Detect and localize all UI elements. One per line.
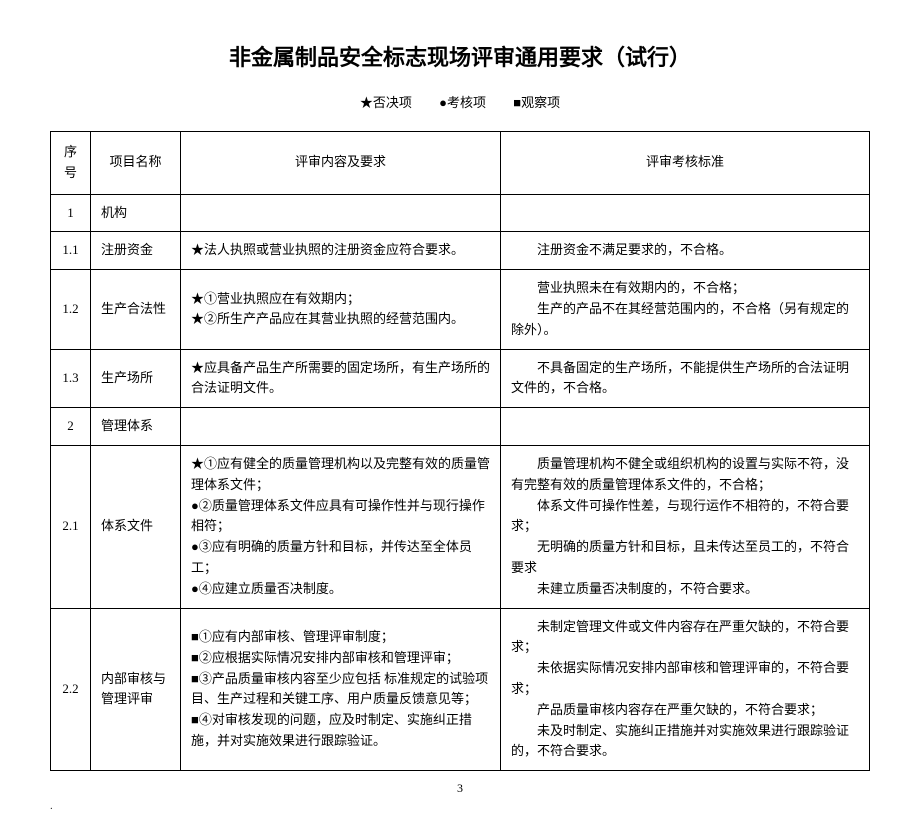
- criteria-line: 产品质量审核内容存在严重欠缺的，不符合要求；: [511, 700, 859, 721]
- review-table: 序号 项目名称 评审内容及要求 评审考核标准 1 机构 1.1 注册资金 ★法人…: [50, 131, 870, 771]
- cell-seq: 1.2: [51, 270, 91, 349]
- content-line: ■①应有内部审核、管理评审制度；: [191, 627, 490, 648]
- criteria-line: 生产的产品不在其经营范围内的，不合格（另有规定的除外）。: [511, 299, 859, 341]
- cell-criteria: 未制定管理文件或文件内容存在严重欠缺的，不符合要求； 未依据实际情况安排内部审核…: [501, 608, 870, 771]
- criteria-line: 体系文件可操作性差，与现行运作不相符的，不符合要求；: [511, 496, 859, 538]
- criteria-line: 未建立质量否决制度的，不符合要求。: [511, 579, 859, 600]
- table-row: 1 机构: [51, 194, 870, 232]
- legend-observe: ■观察项: [513, 95, 560, 110]
- cell-name: 内部审核与管理评审: [91, 608, 181, 771]
- content-line: ■③产品质量审核内容至少应包括 标准规定的试验项目、生产过程和关键工序、用户质量…: [191, 669, 490, 711]
- cell-content: ★①应有健全的质量管理机构以及完整有效的质量管理体系文件； ●②质量管理体系文件…: [181, 445, 501, 608]
- cell-name: 注册资金: [91, 232, 181, 270]
- criteria-line: 营业执照未在有效期内的，不合格；: [511, 278, 859, 299]
- cell-name: 生产场所: [91, 349, 181, 408]
- content-line: ●②质量管理体系文件应具有可操作性并与现行操作相符；: [191, 496, 490, 538]
- content-line: ★①营业执照应在有效期内；: [191, 289, 490, 310]
- table-row: 1.2 生产合法性 ★①营业执照应在有效期内； ★②所生产产品应在其营业执照的经…: [51, 270, 870, 349]
- table-row: 1.1 注册资金 ★法人执照或营业执照的注册资金应符合要求。 注册资金不满足要求…: [51, 232, 870, 270]
- table-row: 2.2 内部审核与管理评审 ■①应有内部审核、管理评审制度； ■②应根据实际情况…: [51, 608, 870, 771]
- cell-content: ★①营业执照应在有效期内； ★②所生产产品应在其营业执照的经营范围内。: [181, 270, 501, 349]
- header-content: 评审内容及要求: [181, 132, 501, 195]
- criteria-line: 未依据实际情况安排内部审核和管理评审的，不符合要求；: [511, 658, 859, 700]
- cell-seq: 2: [51, 408, 91, 446]
- content-line: ★②所生产产品应在其营业执照的经营范围内。: [191, 309, 490, 330]
- document-title: 非金属制品安全标志现场评审通用要求（试行）: [50, 40, 870, 72]
- table-row: 1.3 生产场所 ★应具备产品生产所需要的固定场所，有生产场所的合法证明文件。 …: [51, 349, 870, 408]
- header-seq: 序号: [51, 132, 91, 195]
- cell-criteria: 不具备固定的生产场所，不能提供生产场所的合法证明文件的，不合格。: [501, 349, 870, 408]
- content-line: ●④应建立质量否决制度。: [191, 579, 490, 600]
- table-row: 2.1 体系文件 ★①应有健全的质量管理机构以及完整有效的质量管理体系文件； ●…: [51, 445, 870, 608]
- cell-content: ■①应有内部审核、管理评审制度； ■②应根据实际情况安排内部审核和管理评审； ■…: [181, 608, 501, 771]
- table-row: 2 管理体系: [51, 408, 870, 446]
- criteria-line: 未及时制定、实施纠正措施并对实施效果进行跟踪验证的，不符合要求。: [511, 721, 859, 763]
- cell-criteria: [501, 194, 870, 232]
- legend-veto: ★否决项: [360, 95, 412, 110]
- cell-seq: 1.3: [51, 349, 91, 408]
- cell-criteria: 质量管理机构不健全或组织机构的设置与实际不符，没有完整有效的质量管理体系文件的，…: [501, 445, 870, 608]
- content-line: ●③应有明确的质量方针和目标，并传达至全体员工；: [191, 537, 490, 579]
- legend: ★否决项 ●考核项 ■观察项: [50, 92, 870, 111]
- cell-name: 管理体系: [91, 408, 181, 446]
- cell-content: ★法人执照或营业执照的注册资金应符合要求。: [181, 232, 501, 270]
- legend-check: ●考核项: [439, 95, 486, 110]
- content-line: ★①应有健全的质量管理机构以及完整有效的质量管理体系文件；: [191, 454, 490, 496]
- criteria-line: 质量管理机构不健全或组织机构的设置与实际不符，没有完整有效的质量管理体系文件的，…: [511, 454, 859, 496]
- cell-criteria: [501, 408, 870, 446]
- cell-name: 体系文件: [91, 445, 181, 608]
- cell-seq: 1.1: [51, 232, 91, 270]
- cell-criteria: 注册资金不满足要求的，不合格。: [501, 232, 870, 270]
- page-number: 3: [50, 781, 870, 796]
- criteria-line: 无明确的质量方针和目标，且未传达至员工的，不符合要求: [511, 537, 859, 579]
- cell-seq: 1: [51, 194, 91, 232]
- cell-seq: 2.1: [51, 445, 91, 608]
- cell-seq: 2.2: [51, 608, 91, 771]
- table-header-row: 序号 项目名称 评审内容及要求 评审考核标准: [51, 132, 870, 195]
- cell-content: ★应具备产品生产所需要的固定场所，有生产场所的合法证明文件。: [181, 349, 501, 408]
- cell-name: 机构: [91, 194, 181, 232]
- cell-name: 生产合法性: [91, 270, 181, 349]
- cell-content: [181, 194, 501, 232]
- header-criteria: 评审考核标准: [501, 132, 870, 195]
- cell-criteria: 营业执照未在有效期内的，不合格； 生产的产品不在其经营范围内的，不合格（另有规定…: [501, 270, 870, 349]
- content-line: ■④对审核发现的问题，应及时制定、实施纠正措施，并对实施效果进行跟踪验证。: [191, 710, 490, 752]
- cell-content: [181, 408, 501, 446]
- criteria-line: 未制定管理文件或文件内容存在严重欠缺的，不符合要求；: [511, 617, 859, 659]
- footer-mark: .: [50, 800, 870, 812]
- header-name: 项目名称: [91, 132, 181, 195]
